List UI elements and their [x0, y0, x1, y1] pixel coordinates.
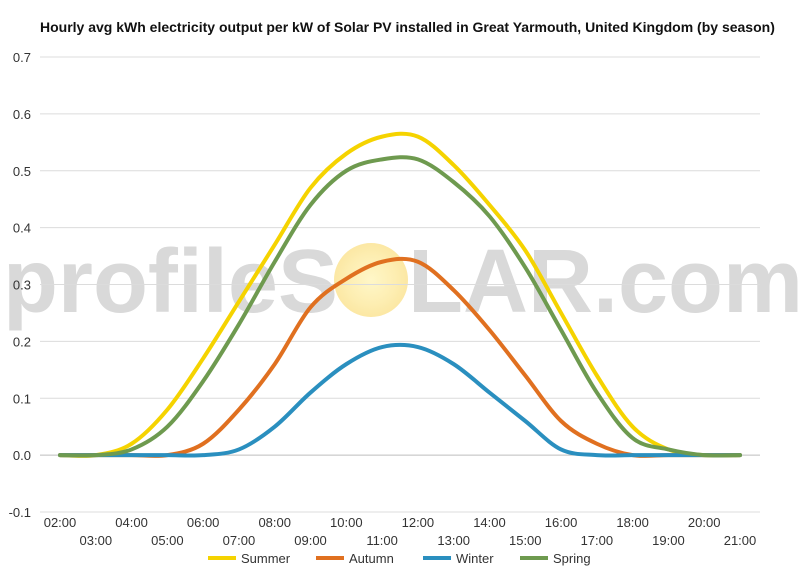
y-tick-label: 0.1	[13, 391, 31, 406]
series-layer	[58, 131, 742, 458]
legend-label-summer: Summer	[241, 551, 291, 566]
legend-label-winter: Winter	[456, 551, 494, 566]
x-tick-label: 06:00	[187, 515, 220, 530]
x-tick-label: 21:00	[724, 533, 757, 548]
series-line-summer	[58, 131, 742, 458]
x-tick-label: 17:00	[581, 533, 614, 548]
y-tick-label: 0.3	[13, 278, 31, 293]
x-tick-label: 09:00	[294, 533, 327, 548]
x-tick-label: 20:00	[688, 515, 721, 530]
watermark-logo: profileS LAR.com	[3, 232, 800, 332]
y-tick-label: 0.6	[13, 107, 31, 122]
x-tick-label: 08:00	[258, 515, 291, 530]
legend-label-autumn: Autumn	[349, 551, 394, 566]
x-tick-label: 12:00	[402, 515, 435, 530]
series-line-spring	[58, 155, 742, 458]
x-tick-label: 07:00	[223, 533, 256, 548]
y-tick-label: 0.5	[13, 164, 31, 179]
x-tick-label: 10:00	[330, 515, 363, 530]
x-tick-label: 03:00	[80, 533, 113, 548]
watermark-text-right: LAR.com	[408, 232, 800, 332]
watermark-text-left: profileS	[3, 232, 338, 332]
y-axis: 0.7 0.6 0.5 0.4 0.3 0.2 0.1 0.0 -0.1	[9, 50, 31, 520]
x-tick-label: 16:00	[545, 515, 578, 530]
series-line-winter	[58, 342, 742, 458]
y-tick-label: 0.4	[13, 221, 31, 236]
chart-title: Hourly avg kWh electricity output per kW…	[40, 19, 775, 35]
x-tick-label: 13:00	[437, 533, 470, 548]
y-tick-label: 0.2	[13, 334, 31, 349]
x-tick-label: 05:00	[151, 533, 184, 548]
legend-label-spring: Spring	[553, 551, 591, 566]
x-tick-label: 19:00	[652, 533, 685, 548]
x-tick-label: 02:00	[44, 515, 77, 530]
legend: Summer Autumn Winter Spring	[208, 551, 591, 566]
y-tick-label: 0.0	[13, 448, 31, 463]
x-tick-label: 11:00	[366, 533, 398, 548]
x-tick-label: 18:00	[616, 515, 649, 530]
y-tick-label: 0.7	[13, 50, 31, 65]
x-tick-label: 04:00	[115, 515, 148, 530]
x-tick-label: 15:00	[509, 533, 542, 548]
x-axis: 02:0003:0004:0005:0006:0007:0008:0009:00…	[44, 515, 757, 548]
y-tick-label: -0.1	[9, 505, 31, 520]
x-tick-label: 14:00	[473, 515, 506, 530]
